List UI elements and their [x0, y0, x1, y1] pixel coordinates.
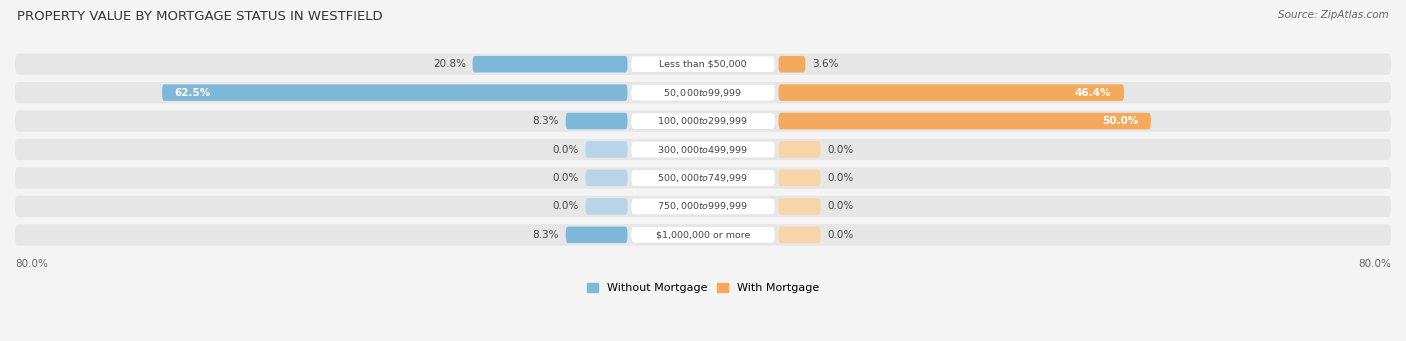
FancyBboxPatch shape [15, 224, 1391, 246]
FancyBboxPatch shape [565, 226, 627, 243]
FancyBboxPatch shape [472, 56, 627, 72]
FancyBboxPatch shape [631, 198, 775, 214]
FancyBboxPatch shape [779, 198, 821, 214]
Text: Source: ZipAtlas.com: Source: ZipAtlas.com [1278, 10, 1389, 20]
Text: 0.0%: 0.0% [553, 145, 579, 154]
Text: 8.3%: 8.3% [533, 116, 560, 126]
FancyBboxPatch shape [779, 141, 821, 158]
FancyBboxPatch shape [565, 113, 627, 129]
Text: 0.0%: 0.0% [827, 230, 853, 240]
Text: 8.3%: 8.3% [533, 230, 560, 240]
FancyBboxPatch shape [631, 85, 775, 101]
Text: 80.0%: 80.0% [15, 259, 48, 269]
FancyBboxPatch shape [779, 56, 806, 72]
Text: $300,000 to $499,999: $300,000 to $499,999 [658, 144, 748, 155]
FancyBboxPatch shape [15, 167, 1391, 189]
FancyBboxPatch shape [779, 113, 1152, 129]
Text: $50,000 to $99,999: $50,000 to $99,999 [664, 87, 742, 99]
FancyBboxPatch shape [631, 113, 775, 129]
FancyBboxPatch shape [585, 198, 627, 214]
Text: 0.0%: 0.0% [827, 173, 853, 183]
FancyBboxPatch shape [585, 141, 627, 158]
Text: PROPERTY VALUE BY MORTGAGE STATUS IN WESTFIELD: PROPERTY VALUE BY MORTGAGE STATUS IN WES… [17, 10, 382, 23]
Text: 50.0%: 50.0% [1102, 116, 1139, 126]
FancyBboxPatch shape [631, 170, 775, 186]
FancyBboxPatch shape [779, 226, 821, 243]
Text: 46.4%: 46.4% [1076, 88, 1111, 98]
FancyBboxPatch shape [585, 170, 627, 186]
FancyBboxPatch shape [15, 110, 1391, 132]
FancyBboxPatch shape [15, 139, 1391, 160]
Text: 20.8%: 20.8% [433, 59, 465, 69]
Legend: Without Mortgage, With Mortgage: Without Mortgage, With Mortgage [588, 283, 818, 294]
FancyBboxPatch shape [779, 84, 1123, 101]
Text: $1,000,000 or more: $1,000,000 or more [655, 230, 751, 239]
Text: Less than $50,000: Less than $50,000 [659, 60, 747, 69]
Text: 0.0%: 0.0% [827, 145, 853, 154]
FancyBboxPatch shape [631, 227, 775, 243]
Text: 80.0%: 80.0% [1358, 259, 1391, 269]
Text: 0.0%: 0.0% [553, 173, 579, 183]
FancyBboxPatch shape [631, 142, 775, 157]
Text: $750,000 to $999,999: $750,000 to $999,999 [658, 201, 748, 212]
FancyBboxPatch shape [779, 170, 821, 186]
Text: 0.0%: 0.0% [827, 202, 853, 211]
Text: 62.5%: 62.5% [174, 88, 211, 98]
Text: 3.6%: 3.6% [813, 59, 838, 69]
FancyBboxPatch shape [15, 196, 1391, 217]
FancyBboxPatch shape [631, 56, 775, 72]
Text: $500,000 to $749,999: $500,000 to $749,999 [658, 172, 748, 184]
FancyBboxPatch shape [15, 82, 1391, 103]
FancyBboxPatch shape [162, 84, 627, 101]
Text: $100,000 to $299,999: $100,000 to $299,999 [658, 115, 748, 127]
Text: 0.0%: 0.0% [553, 202, 579, 211]
FancyBboxPatch shape [15, 54, 1391, 75]
